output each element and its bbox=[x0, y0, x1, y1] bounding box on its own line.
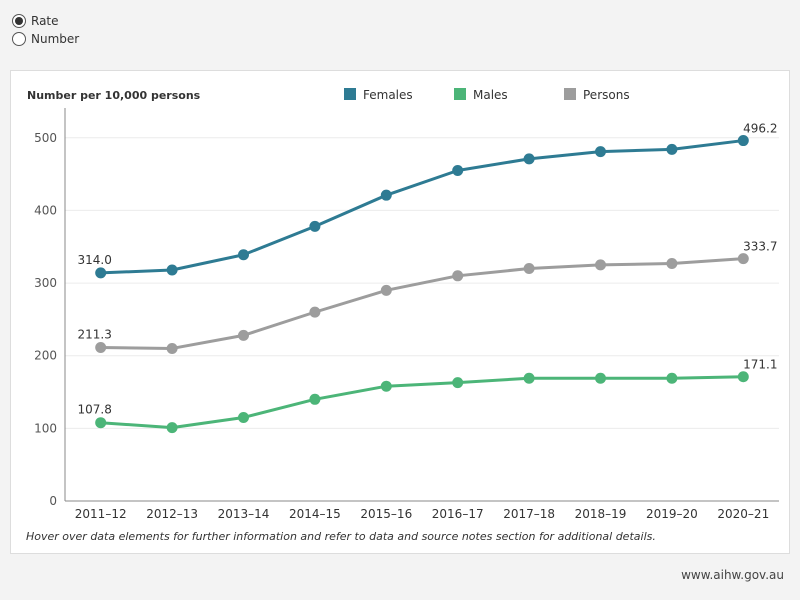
data-point-persons[interactable] bbox=[166, 342, 178, 354]
x-tick-label: 2014–15 bbox=[289, 507, 341, 521]
legend-label-persons[interactable]: Persons bbox=[583, 88, 630, 102]
y-tick-label: 200 bbox=[34, 349, 57, 363]
x-tick-label: 2013–14 bbox=[218, 507, 270, 521]
x-tick-label: 2017–18 bbox=[503, 507, 555, 521]
data-point-females[interactable] bbox=[595, 146, 606, 158]
x-tick-label: 2019–20 bbox=[646, 507, 698, 521]
data-point-males[interactable] bbox=[95, 417, 107, 429]
radio-button-number[interactable] bbox=[12, 32, 26, 46]
data-point-persons[interactable] bbox=[309, 306, 321, 318]
x-tick-label: 2016–17 bbox=[432, 507, 484, 521]
y-axis-label: Number per 10,000 persons bbox=[27, 89, 201, 102]
data-point-persons[interactable] bbox=[95, 342, 107, 354]
y-tick-label: 400 bbox=[34, 203, 57, 217]
legend-label-females[interactable]: Females bbox=[363, 88, 413, 102]
data-point-females[interactable] bbox=[238, 249, 249, 261]
data-point-females[interactable] bbox=[309, 220, 321, 232]
footnote: Hover over data elements for further inf… bbox=[26, 530, 656, 543]
legend-label-males[interactable]: Males bbox=[473, 88, 508, 102]
data-point-persons[interactable] bbox=[595, 259, 606, 271]
data-label-males-first: 107.8 bbox=[78, 403, 112, 417]
data-point-females[interactable] bbox=[737, 135, 749, 147]
y-tick-label: 300 bbox=[34, 276, 57, 290]
data-label-males-last: 171.1 bbox=[743, 358, 777, 372]
series-line-females bbox=[100, 139, 744, 275]
data-point-males[interactable] bbox=[452, 377, 464, 389]
data-point-persons[interactable] bbox=[737, 253, 749, 265]
source-link[interactable]: www.aihw.gov.au bbox=[681, 568, 784, 582]
data-point-males[interactable] bbox=[737, 371, 749, 383]
y-tick-label: 500 bbox=[34, 131, 57, 145]
data-point-persons[interactable] bbox=[452, 270, 464, 282]
data-point-males[interactable] bbox=[595, 372, 606, 384]
radio-label-number: Number bbox=[31, 32, 80, 46]
data-label-females-first: 314.0 bbox=[78, 253, 112, 267]
data-label-persons-last: 333.7 bbox=[743, 240, 777, 254]
y-tick-label: 0 bbox=[49, 494, 57, 508]
data-point-females[interactable] bbox=[95, 267, 107, 279]
x-tick-label: 2018–19 bbox=[575, 507, 627, 521]
data-point-females[interactable] bbox=[666, 143, 678, 155]
measure-selector: Rate Number bbox=[12, 12, 79, 48]
data-label-persons-first: 211.3 bbox=[78, 328, 112, 342]
series-line-persons bbox=[100, 257, 744, 350]
series-line-males bbox=[100, 375, 744, 430]
x-tick-label: 2012–13 bbox=[146, 507, 198, 521]
data-point-persons[interactable] bbox=[380, 284, 392, 296]
radio-button-rate[interactable] bbox=[12, 14, 26, 28]
y-tick-label: 100 bbox=[34, 421, 57, 435]
data-point-females[interactable] bbox=[452, 164, 464, 176]
radio-option-number[interactable]: Number bbox=[12, 30, 79, 48]
line-chart: 0 100 200 300 400 500 2011–12 2012–13 2013–14 201… bbox=[27, 88, 779, 521]
legend-swatch-males[interactable] bbox=[454, 88, 466, 100]
data-point-persons[interactable] bbox=[666, 257, 678, 269]
radio-label-rate: Rate bbox=[31, 14, 59, 28]
data-point-males[interactable] bbox=[238, 411, 249, 423]
data-point-persons[interactable] bbox=[523, 263, 535, 275]
x-tick-label: 2011–12 bbox=[75, 507, 127, 521]
x-tick-label: 2020–21 bbox=[717, 507, 769, 521]
legend-swatch-persons[interactable] bbox=[564, 88, 576, 100]
data-point-persons[interactable] bbox=[238, 329, 249, 341]
radio-option-rate[interactable]: Rate bbox=[12, 12, 79, 30]
data-point-females[interactable] bbox=[166, 264, 178, 276]
x-tick-label: 2015–16 bbox=[360, 507, 412, 521]
data-label-females-last: 496.2 bbox=[743, 122, 777, 136]
data-point-females[interactable] bbox=[523, 153, 535, 165]
data-point-males[interactable] bbox=[166, 422, 178, 434]
legend-swatch-females[interactable] bbox=[344, 88, 356, 100]
data-point-males[interactable] bbox=[380, 380, 392, 392]
data-point-females[interactable] bbox=[380, 189, 392, 201]
chart-panel: 0 100 200 300 400 500 2011–12 2012–13 2013–14 201… bbox=[10, 70, 790, 554]
data-point-males[interactable] bbox=[523, 372, 535, 384]
data-point-males[interactable] bbox=[309, 393, 321, 405]
data-point-males[interactable] bbox=[666, 372, 678, 384]
